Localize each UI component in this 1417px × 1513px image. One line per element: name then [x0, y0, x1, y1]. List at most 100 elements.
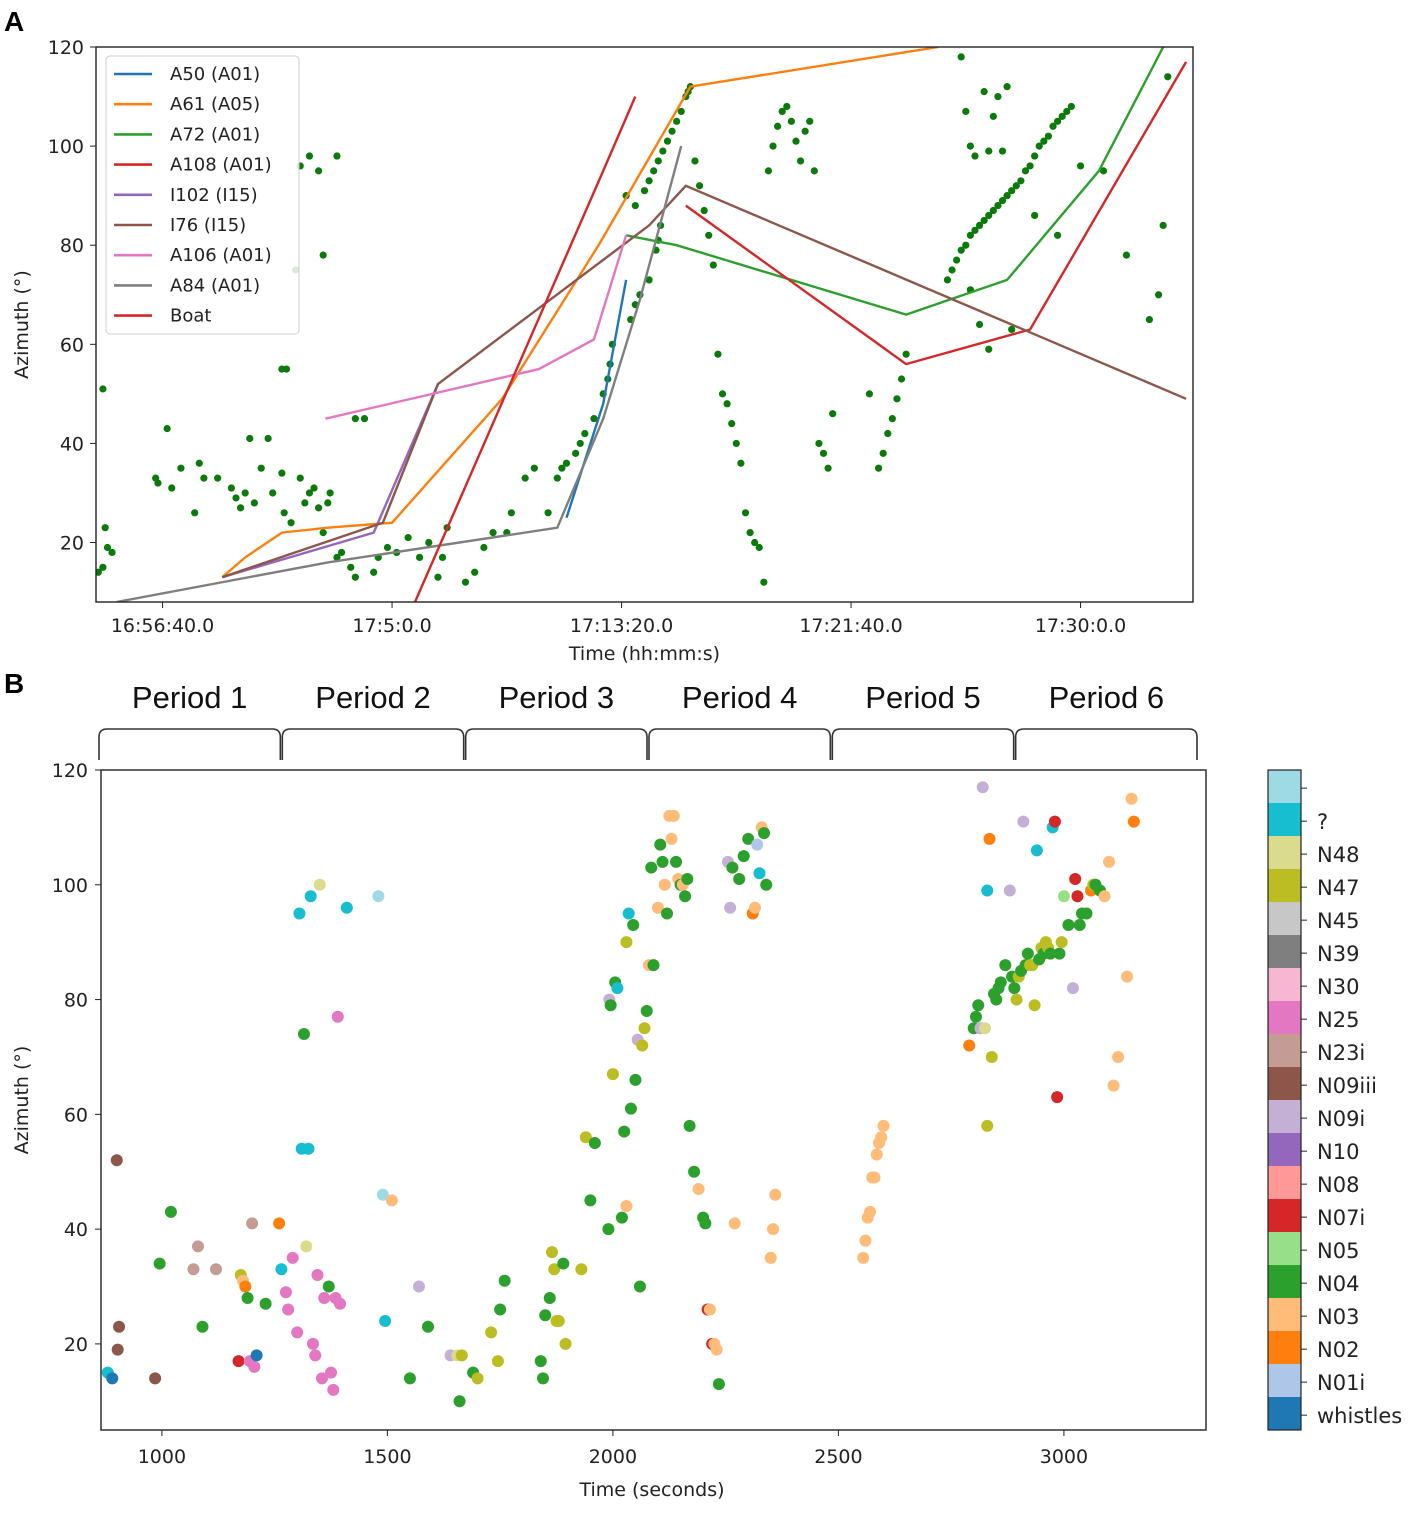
colorbar-swatch	[1268, 1397, 1301, 1431]
panel-b-point	[485, 1326, 498, 1339]
panel-b-point	[1044, 947, 1057, 960]
panel-b-point	[149, 1372, 162, 1385]
panel-a-point	[709, 261, 717, 269]
panel-b-point	[972, 999, 985, 1012]
panel-b-point	[859, 1234, 872, 1247]
panel-a-point	[1053, 231, 1062, 239]
panel-a-point	[746, 529, 754, 537]
panel-a-point	[99, 563, 107, 571]
panel-b-point	[331, 1010, 344, 1023]
panel-b-point	[1069, 873, 1082, 886]
panel-a-point	[415, 553, 424, 562]
x-tick-label: 17:21:40.0	[799, 615, 902, 637]
panel-a-point	[168, 484, 176, 492]
period-bracket	[281, 728, 465, 760]
y-tick-label: 20	[64, 1334, 88, 1356]
panel-a-point	[351, 573, 359, 581]
colorbar-label: N47	[1317, 876, 1359, 900]
panel-a-point	[994, 92, 1002, 101]
panel-a-point	[214, 474, 222, 482]
panel-a-point	[1040, 137, 1048, 145]
panel-a-point	[1145, 315, 1153, 324]
colorbar-label: N08	[1317, 1173, 1359, 1197]
panel-a-point	[663, 137, 672, 145]
legend-label: A61 (A05)	[170, 94, 260, 115]
panel-a-point	[326, 489, 334, 497]
panel-a-point	[1021, 167, 1030, 175]
legend-label: I102 (I15)	[170, 185, 258, 206]
panel-a-y-axis-label: Azimuth (°)	[11, 270, 33, 379]
period-bracket	[831, 728, 1015, 760]
panel-a-point	[998, 197, 1007, 205]
panel-b-point	[164, 1205, 177, 1218]
panel-a-point	[282, 365, 291, 373]
panel-b-point	[981, 884, 994, 897]
colorbar-label: N05	[1317, 1239, 1359, 1263]
panel-a-point	[1154, 291, 1163, 299]
panel-a-point	[888, 415, 896, 423]
panel-a-point	[232, 494, 240, 502]
panel-a-point	[668, 127, 676, 135]
panel-a-point	[1122, 251, 1131, 259]
panel-a-point	[700, 206, 708, 215]
panel-a-point	[264, 434, 272, 443]
panel-a-point	[1063, 107, 1071, 116]
y-tick-label: 60	[64, 1104, 88, 1126]
panel-a-point	[783, 102, 791, 111]
panel-b-point	[857, 1251, 870, 1264]
panel-a-point	[989, 206, 997, 215]
panel-a-point	[751, 538, 759, 547]
panel-b-point	[327, 1383, 340, 1396]
panel-a-point	[315, 504, 323, 512]
panel-a-point	[1053, 117, 1062, 125]
panel-a-point	[640, 187, 649, 195]
x-tick-label: 2500	[814, 1446, 862, 1468]
panel-b-point	[1066, 982, 1079, 995]
panel-b-point	[311, 1269, 324, 1282]
panel-a-point	[985, 345, 993, 353]
panel-a-point	[108, 548, 116, 557]
panel-b-point	[543, 1292, 556, 1304]
panel-b-point	[633, 1280, 646, 1293]
panel-b-point	[863, 1205, 876, 1218]
panel-b-point	[282, 1303, 295, 1316]
panel-b-point	[557, 1257, 570, 1270]
colorbar-swatch	[1268, 836, 1301, 870]
panel-b-point	[979, 1022, 991, 1035]
panel-b-point	[728, 1217, 741, 1230]
panel-a-point	[966, 231, 974, 239]
panel-b-point	[1057, 890, 1070, 903]
panel-b-point	[963, 1039, 976, 1052]
panel-b-point	[153, 1257, 166, 1270]
panel-b-point	[868, 1171, 881, 1184]
panel-b-point	[113, 1320, 126, 1333]
panel-a-point	[1159, 221, 1167, 229]
panel-b-point	[656, 855, 669, 868]
panel-b-point	[552, 1314, 565, 1327]
panel-b-point	[1053, 947, 1066, 960]
panel-b-ticks: 1000 1500 2000 2500 3000 20 40 60 80 100 120	[52, 760, 1088, 1468]
panel-a-point	[305, 152, 314, 160]
panel-b-point	[618, 1125, 631, 1138]
panel-a-point	[581, 429, 589, 438]
y-tick-label: 100	[52, 875, 88, 897]
colorbar-swatch	[1268, 1001, 1301, 1035]
panel-b-x-axis-label: Time (seconds)	[578, 1479, 724, 1501]
panel-a-point	[269, 489, 277, 497]
panel-b-point	[559, 1337, 572, 1350]
x-tick-label: 1500	[363, 1446, 411, 1468]
colorbar-swatch	[1268, 770, 1301, 804]
panel-b-point	[110, 1154, 123, 1167]
x-tick-label: 3000	[1040, 1446, 1088, 1468]
legend-label: A106 (A01)	[170, 245, 272, 266]
panel-b-point	[724, 901, 737, 914]
panel-a-point	[957, 246, 965, 254]
colorbar-label: N30	[1317, 975, 1359, 999]
panel-a-point	[980, 87, 988, 96]
panel-a-point	[572, 449, 580, 457]
panel-a-point	[337, 548, 346, 557]
panel-b-point	[1028, 999, 1041, 1012]
panel-a-point	[645, 177, 653, 185]
panel-a-point	[333, 553, 341, 562]
series-line-a108-a01-	[685, 61, 1188, 366]
